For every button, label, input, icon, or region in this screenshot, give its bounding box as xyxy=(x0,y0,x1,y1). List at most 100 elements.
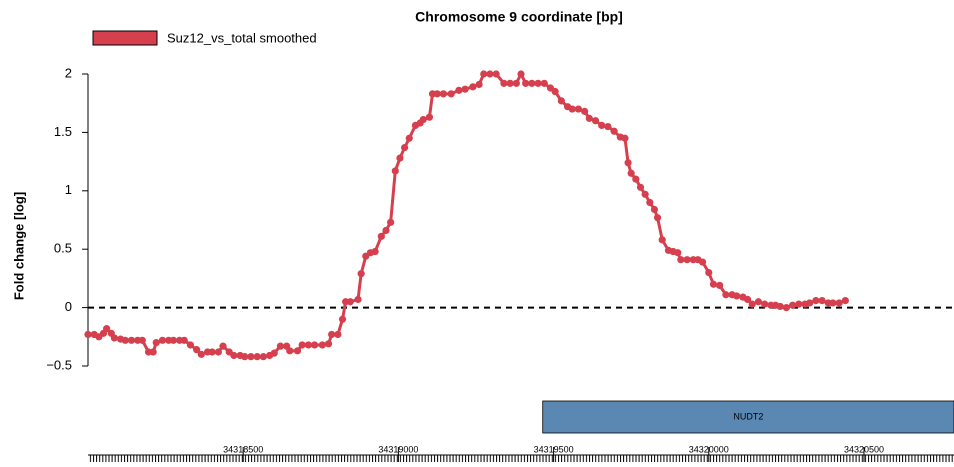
data-point xyxy=(149,348,157,356)
data-point xyxy=(698,258,707,266)
data-point xyxy=(304,341,312,349)
data-point xyxy=(208,348,216,356)
data-point xyxy=(401,143,409,152)
data-point xyxy=(387,218,395,226)
data-point xyxy=(121,336,129,344)
y-tick-label: 0 xyxy=(65,299,72,314)
data-point xyxy=(743,295,752,304)
data-point xyxy=(492,70,500,78)
data-point xyxy=(540,79,548,87)
data-point xyxy=(475,80,483,89)
data-point xyxy=(621,134,629,142)
data-point xyxy=(169,336,177,344)
data-point xyxy=(377,232,385,240)
data-point xyxy=(433,90,441,98)
series-line xyxy=(88,70,846,359)
data-point xyxy=(835,299,843,307)
data-point xyxy=(396,154,404,162)
data-point xyxy=(110,334,118,342)
data-point xyxy=(658,236,666,244)
data-point xyxy=(534,79,542,87)
data-point xyxy=(241,353,249,361)
data-point xyxy=(419,115,427,124)
data-point xyxy=(439,90,448,98)
data-point xyxy=(127,336,136,344)
data-point xyxy=(214,348,222,356)
data-point xyxy=(318,341,326,349)
data-point xyxy=(585,114,593,122)
data-point xyxy=(517,70,525,78)
data-point xyxy=(641,190,649,198)
data-point xyxy=(425,113,434,121)
data-point xyxy=(818,296,826,305)
data-point xyxy=(528,79,536,87)
data-point xyxy=(247,353,255,361)
data-point xyxy=(324,340,333,348)
data-point xyxy=(674,249,682,257)
data-point xyxy=(761,300,769,308)
data-point xyxy=(705,268,713,277)
data-point xyxy=(683,256,691,264)
data-point xyxy=(610,127,618,135)
data-point xyxy=(152,339,160,347)
data-point xyxy=(371,247,379,256)
y-tick-label: 0.5 xyxy=(54,241,72,256)
data-point xyxy=(636,183,645,191)
data-point xyxy=(138,336,146,344)
x-tick-label: 34318500 xyxy=(223,444,263,454)
x-tick-label: 34320000 xyxy=(689,444,729,454)
data-point xyxy=(677,256,685,264)
data-point xyxy=(310,341,319,349)
data-point xyxy=(522,79,530,87)
data-point xyxy=(469,83,477,91)
data-point xyxy=(598,121,606,129)
data-point xyxy=(480,70,488,78)
data-point xyxy=(346,298,354,306)
data-point xyxy=(186,341,195,349)
ruler-ticks xyxy=(88,455,954,462)
data-point xyxy=(627,169,635,177)
legend-label: Suz12_vs_total smoothed xyxy=(167,30,317,45)
data-point xyxy=(709,280,718,288)
data-point xyxy=(461,85,469,93)
data-point xyxy=(391,167,399,175)
data-point xyxy=(722,291,730,299)
data-point xyxy=(632,175,640,183)
data-point xyxy=(795,300,803,308)
data-point xyxy=(219,342,227,350)
data-point xyxy=(748,300,756,308)
data-point xyxy=(357,270,365,278)
data-point xyxy=(812,296,820,305)
y-tick-label: −0.5 xyxy=(46,357,72,372)
data-point xyxy=(782,304,790,312)
x-tick-label: 34319500 xyxy=(534,444,574,454)
data-point xyxy=(568,105,576,113)
data-point xyxy=(776,302,784,311)
data-point xyxy=(591,117,600,125)
data-point xyxy=(551,87,559,96)
y-axis-label: Fold change [log] xyxy=(11,192,26,300)
y-tick-label: 1.5 xyxy=(54,124,72,139)
data-point xyxy=(788,301,797,309)
data-point xyxy=(841,296,849,305)
data-point xyxy=(650,205,659,214)
data-point xyxy=(829,299,837,307)
data-point xyxy=(806,299,814,307)
data-point xyxy=(500,79,508,87)
gene-box xyxy=(542,400,954,434)
data-point xyxy=(293,347,302,355)
gene-label: NUDT2 xyxy=(733,411,763,421)
data-point xyxy=(193,346,201,354)
data-point xyxy=(259,353,267,361)
data-point xyxy=(253,353,261,361)
data-point xyxy=(604,122,612,131)
data-point xyxy=(581,107,589,115)
data-point xyxy=(276,342,285,350)
data-point xyxy=(624,159,632,167)
data-point xyxy=(733,292,741,300)
data-point xyxy=(455,86,463,94)
data-point xyxy=(506,79,514,87)
data-point xyxy=(180,336,188,344)
data-point xyxy=(270,349,278,357)
data-point xyxy=(512,79,520,87)
